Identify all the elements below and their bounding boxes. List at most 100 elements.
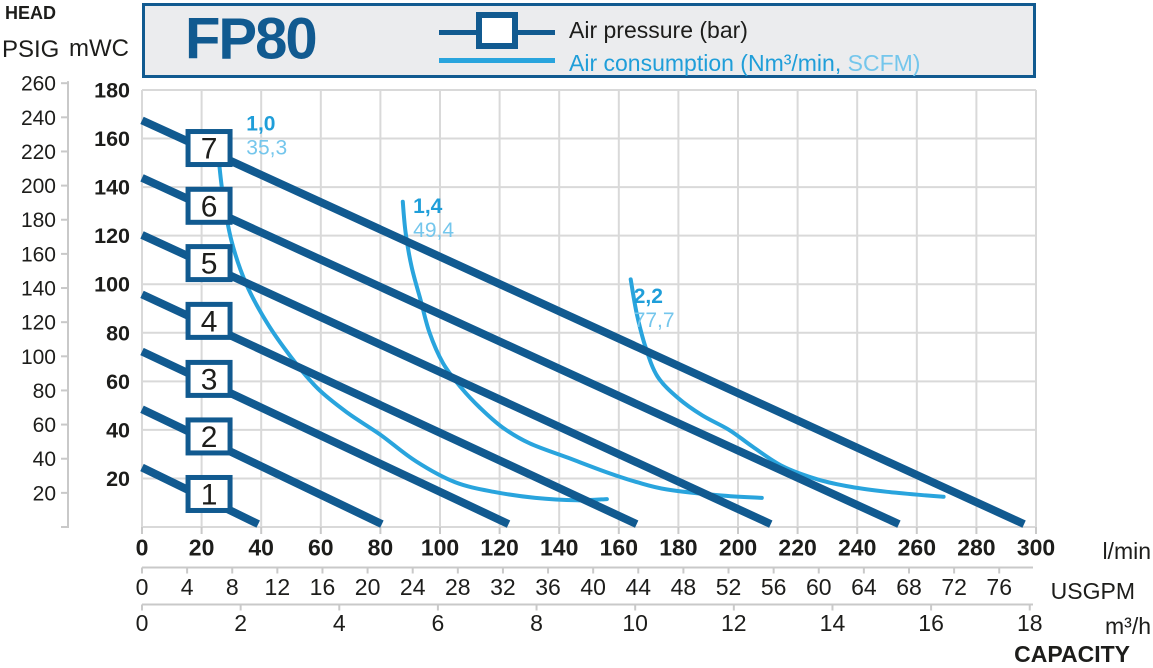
lmin-tick-label: 60 xyxy=(308,535,334,561)
pressure-line-7 xyxy=(140,116,1026,528)
consumption-label-scfm-49-4: 49,4 xyxy=(413,219,454,242)
pressure-line-2 xyxy=(140,405,384,528)
pressure-box-7 xyxy=(185,129,233,168)
consumption-curve-1-0 xyxy=(216,148,609,503)
psig-tick-label: 200 xyxy=(21,175,56,198)
lmin-tick-label: 280 xyxy=(957,535,995,561)
psig-tick-label: 60 xyxy=(33,414,56,437)
lmin-tick-label: 220 xyxy=(778,535,816,561)
unit-label-usgpm: USGPM xyxy=(1050,578,1135,604)
mwc-axis-title: mWC xyxy=(69,35,129,62)
m3h-tick-label: 16 xyxy=(918,610,944,636)
m3h-tick-label: 8 xyxy=(530,610,543,636)
pressure-box-label-6: 6 xyxy=(201,190,218,223)
pressure-box-label-7: 7 xyxy=(201,133,218,166)
lmin-tick-label: 160 xyxy=(600,535,638,561)
head-axis-title: HEAD xyxy=(5,3,57,23)
air-pressure-label: Air pressure (bar) xyxy=(569,17,748,43)
usgpm-tick-label: 28 xyxy=(445,574,471,600)
lmin-tick-label: 40 xyxy=(248,535,274,561)
m3h-tick-label: 0 xyxy=(136,610,149,636)
usgpm-tick-label: 44 xyxy=(625,574,651,600)
consumption-label-scfm-77-7: 77,7 xyxy=(634,309,675,332)
capacity-axis-title: CAPACITY xyxy=(1014,641,1130,667)
usgpm-tick-label: 32 xyxy=(490,574,516,600)
usgpm-tick-label: 48 xyxy=(671,574,697,600)
usgpm-tick-label: 16 xyxy=(310,574,336,600)
mwc-tick-label: 140 xyxy=(94,176,130,200)
air-consumption-label-main: Air consumption (Nm³/min, xyxy=(569,50,842,76)
unit-label-l-min: l/min xyxy=(1102,538,1151,564)
mwc-tick-label: 100 xyxy=(94,273,130,297)
lmin-tick-label: 100 xyxy=(421,535,459,561)
lmin-tick-label: 140 xyxy=(540,535,578,561)
pressure-box-1 xyxy=(185,474,233,513)
usgpm-tick-label: 60 xyxy=(806,574,832,600)
lmin-tick-label: 260 xyxy=(898,535,936,561)
air-consumption-label: Air consumption (Nm³/min, SCFM) xyxy=(569,50,920,77)
m3h-tick-label: 2 xyxy=(234,610,247,636)
lmin-tick-label: 120 xyxy=(480,535,518,561)
lmin-tick-label: 0 xyxy=(136,535,149,561)
mwc-tick-label: 80 xyxy=(106,321,130,345)
consumption-label-nm3-1-4: 1,4 xyxy=(413,195,443,218)
lmin-tick-label: 20 xyxy=(189,535,215,561)
m3h-tick-label: 18 xyxy=(1017,610,1043,636)
psig-tick-label: 20 xyxy=(33,482,56,505)
usgpm-tick-label: 24 xyxy=(400,574,426,600)
psig-tick-label: 40 xyxy=(33,448,56,471)
psig-tick-label: 180 xyxy=(21,209,56,232)
pressure-box-label-4: 4 xyxy=(201,305,218,338)
mwc-tick-label: 40 xyxy=(106,418,130,442)
lmin-tick-label: 180 xyxy=(659,535,697,561)
usgpm-tick-label: 8 xyxy=(226,574,239,600)
mwc-tick-label: 160 xyxy=(94,127,130,151)
pressure-box-3 xyxy=(185,359,233,398)
usgpm-tick-label: 64 xyxy=(851,574,877,600)
lmin-tick-label: 200 xyxy=(719,535,757,561)
model-title: FP80 xyxy=(185,5,318,71)
pressure-box-2 xyxy=(185,417,233,456)
usgpm-tick-label: 40 xyxy=(580,574,606,600)
pressure-box-label-1: 1 xyxy=(201,478,218,511)
air-consumption-label-secondary: SCFM) xyxy=(841,50,921,76)
legend: FP80 Air pressure (bar) Air consumption … xyxy=(142,3,1036,78)
lmin-tick-label: 80 xyxy=(368,535,394,561)
usgpm-tick-label: 56 xyxy=(761,574,787,600)
pressure-line-5 xyxy=(140,231,773,528)
air-consumption-line-symbol xyxy=(439,58,555,63)
mwc-tick-label: 180 xyxy=(94,78,130,102)
pressure-box-label-3: 3 xyxy=(201,363,218,396)
usgpm-tick-label: 12 xyxy=(265,574,291,600)
consumption-label-nm3-1-0: 1,0 xyxy=(246,113,275,136)
psig-tick-label: 80 xyxy=(33,380,56,403)
pressure-box-6 xyxy=(185,186,233,225)
lmin-tick-label: 240 xyxy=(838,535,876,561)
usgpm-tick-label: 68 xyxy=(896,574,922,600)
lmin-tick-label: 300 xyxy=(1017,535,1055,561)
psig-axis-title: PSIG xyxy=(2,36,60,63)
usgpm-tick-label: 4 xyxy=(181,574,194,600)
psig-tick-label: 220 xyxy=(21,141,56,164)
pressure-line-6 xyxy=(140,174,901,528)
psig-tick-label: 100 xyxy=(21,346,56,369)
pressure-box-label-2: 2 xyxy=(201,421,218,454)
psig-tick-label: 140 xyxy=(21,278,56,301)
m3h-tick-label: 10 xyxy=(622,610,648,636)
consumption-label-nm3-2-2: 2,2 xyxy=(634,285,663,308)
psig-tick-label: 240 xyxy=(21,107,56,130)
usgpm-tick-label: 20 xyxy=(355,574,381,600)
air-pressure-square-icon xyxy=(476,12,518,49)
m3h-tick-label: 4 xyxy=(333,610,346,636)
usgpm-tick-label: 72 xyxy=(941,574,967,600)
m3h-tick-label: 12 xyxy=(721,610,747,636)
psig-tick-label: 160 xyxy=(21,243,56,266)
consumption-label-scfm-35-3: 35,3 xyxy=(246,137,287,160)
unit-label-m3-h: m³/h xyxy=(1105,613,1151,639)
consumption-curve-1-4 xyxy=(400,199,764,500)
psig-tick-label: 260 xyxy=(21,73,56,96)
pressure-box-5 xyxy=(185,244,233,283)
mwc-tick-label: 20 xyxy=(106,467,130,491)
psig-tick-label: 120 xyxy=(21,312,56,335)
